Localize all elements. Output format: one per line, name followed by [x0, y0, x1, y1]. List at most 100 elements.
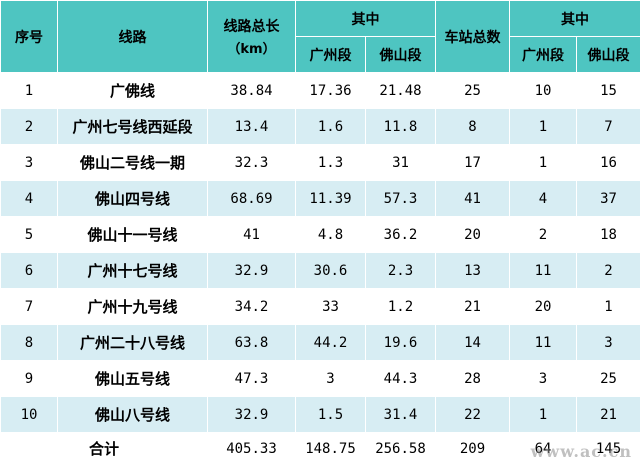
cell-line: 佛山八号线	[58, 397, 208, 433]
cell-fs-stations: 25	[577, 361, 640, 397]
cell-fs-stations: 18	[577, 217, 640, 253]
cell-gz-stations: 4	[510, 181, 577, 217]
cell-gz-length: 30.6	[296, 253, 366, 289]
cell-fs-length: 2.3	[366, 253, 436, 289]
cell-line: 广州七号线西延段	[58, 109, 208, 145]
table-row: 1 广佛线 38.84 17.36 21.48 25 10 15	[1, 73, 640, 109]
cell-gz-length: 17.36	[296, 73, 366, 109]
cell-line: 广佛线	[58, 73, 208, 109]
cell-gz-length: 1.5	[296, 397, 366, 433]
cell-gz-length: 11.39	[296, 181, 366, 217]
cell-fs-stations: 1	[577, 289, 640, 325]
cell-line: 广州二十八号线	[58, 325, 208, 361]
cell-stations: 41	[436, 181, 510, 217]
cell-stations: 25	[436, 73, 510, 109]
cell-stations: 20	[436, 217, 510, 253]
header-length-unit: （km）	[208, 38, 295, 57]
header-length-label: 线路总长	[224, 19, 280, 35]
cell-gz-stations: 3	[510, 361, 577, 397]
cell-fs-length: 11.8	[366, 109, 436, 145]
cell-fs-length: 19.6	[366, 325, 436, 361]
cell-fs-length: 31.4	[366, 397, 436, 433]
cell-stations: 14	[436, 325, 510, 361]
cell-total-label: 合计	[1, 433, 208, 465]
cell-stations: 21	[436, 289, 510, 325]
cell-gz-stations: 2	[510, 217, 577, 253]
cell-seq: 3	[1, 145, 58, 181]
header-line: 线路	[58, 1, 208, 73]
header-length-of-which: 其中	[296, 1, 436, 37]
cell-length: 13.4	[208, 109, 296, 145]
cell-line: 佛山十一号线	[58, 217, 208, 253]
cell-gz-stations: 10	[510, 73, 577, 109]
cell-total-fs-length: 256.58	[366, 433, 436, 465]
cell-seq: 10	[1, 397, 58, 433]
cell-fs-stations: 7	[577, 109, 640, 145]
cell-seq: 7	[1, 289, 58, 325]
header-length-foshan: 佛山段	[366, 37, 436, 73]
table-row: 9 佛山五号线 47.3 3 44.3 28 3 25	[1, 361, 640, 397]
cell-length: 38.84	[208, 73, 296, 109]
cell-line: 广州十七号线	[58, 253, 208, 289]
cell-gz-length: 1.6	[296, 109, 366, 145]
cell-gz-length: 4.8	[296, 217, 366, 253]
header-seq: 序号	[1, 1, 58, 73]
header-length-total: 线路总长 （km）	[208, 1, 296, 73]
cell-fs-length: 31	[366, 145, 436, 181]
cell-stations: 28	[436, 361, 510, 397]
cell-gz-stations: 20	[510, 289, 577, 325]
watermark: www.ac.cn	[531, 442, 632, 461]
cell-gz-length: 1.3	[296, 145, 366, 181]
cell-gz-stations: 1	[510, 109, 577, 145]
cell-length: 32.9	[208, 397, 296, 433]
cell-gz-length: 44.2	[296, 325, 366, 361]
cell-seq: 9	[1, 361, 58, 397]
cell-fs-length: 57.3	[366, 181, 436, 217]
table-row: 2 广州七号线西延段 13.4 1.6 11.8 8 1 7	[1, 109, 640, 145]
cell-seq: 2	[1, 109, 58, 145]
table-header: 序号 线路 线路总长 （km） 其中 车站总数 其中 广州段 佛山段 广州段 佛…	[1, 1, 640, 73]
cell-fs-stations: 21	[577, 397, 640, 433]
cell-length: 68.69	[208, 181, 296, 217]
cell-seq: 8	[1, 325, 58, 361]
cell-fs-stations: 2	[577, 253, 640, 289]
cell-line: 佛山五号线	[58, 361, 208, 397]
cell-fs-stations: 37	[577, 181, 640, 217]
cell-seq: 6	[1, 253, 58, 289]
cell-gz-stations: 11	[510, 253, 577, 289]
cell-fs-length: 44.3	[366, 361, 436, 397]
cell-fs-length: 1.2	[366, 289, 436, 325]
cell-fs-stations: 16	[577, 145, 640, 181]
cell-line: 佛山四号线	[58, 181, 208, 217]
table-row: 3 佛山二号线一期 32.3 1.3 31 17 1 16	[1, 145, 640, 181]
header-stations-of-which: 其中	[510, 1, 640, 37]
cell-length: 47.3	[208, 361, 296, 397]
header-stations-foshan: 佛山段	[577, 37, 640, 73]
table-row: 6 广州十七号线 32.9 30.6 2.3 13 11 2	[1, 253, 640, 289]
cell-total-stations: 209	[436, 433, 510, 465]
cell-length: 63.8	[208, 325, 296, 361]
cell-gz-stations: 1	[510, 397, 577, 433]
header-stations-guangzhou: 广州段	[510, 37, 577, 73]
cell-fs-stations: 3	[577, 325, 640, 361]
cell-length: 41	[208, 217, 296, 253]
cell-line: 广州十九号线	[58, 289, 208, 325]
table-body: 1 广佛线 38.84 17.36 21.48 25 10 15 2 广州七号线…	[1, 73, 640, 465]
cell-length: 32.9	[208, 253, 296, 289]
table-row: 8 广州二十八号线 63.8 44.2 19.6 14 11 3	[1, 325, 640, 361]
cell-seq: 1	[1, 73, 58, 109]
cell-gz-length: 33	[296, 289, 366, 325]
table-row: 10 佛山八号线 32.9 1.5 31.4 22 1 21	[1, 397, 640, 433]
cell-total-gz-length: 148.75	[296, 433, 366, 465]
cell-stations: 8	[436, 109, 510, 145]
table-row: 5 佛山十一号线 41 4.8 36.2 20 2 18	[1, 217, 640, 253]
cell-seq: 5	[1, 217, 58, 253]
cell-gz-length: 3	[296, 361, 366, 397]
cell-length: 32.3	[208, 145, 296, 181]
header-length-guangzhou: 广州段	[296, 37, 366, 73]
cell-line: 佛山二号线一期	[58, 145, 208, 181]
cell-seq: 4	[1, 181, 58, 217]
cell-fs-length: 36.2	[366, 217, 436, 253]
cell-length: 34.2	[208, 289, 296, 325]
